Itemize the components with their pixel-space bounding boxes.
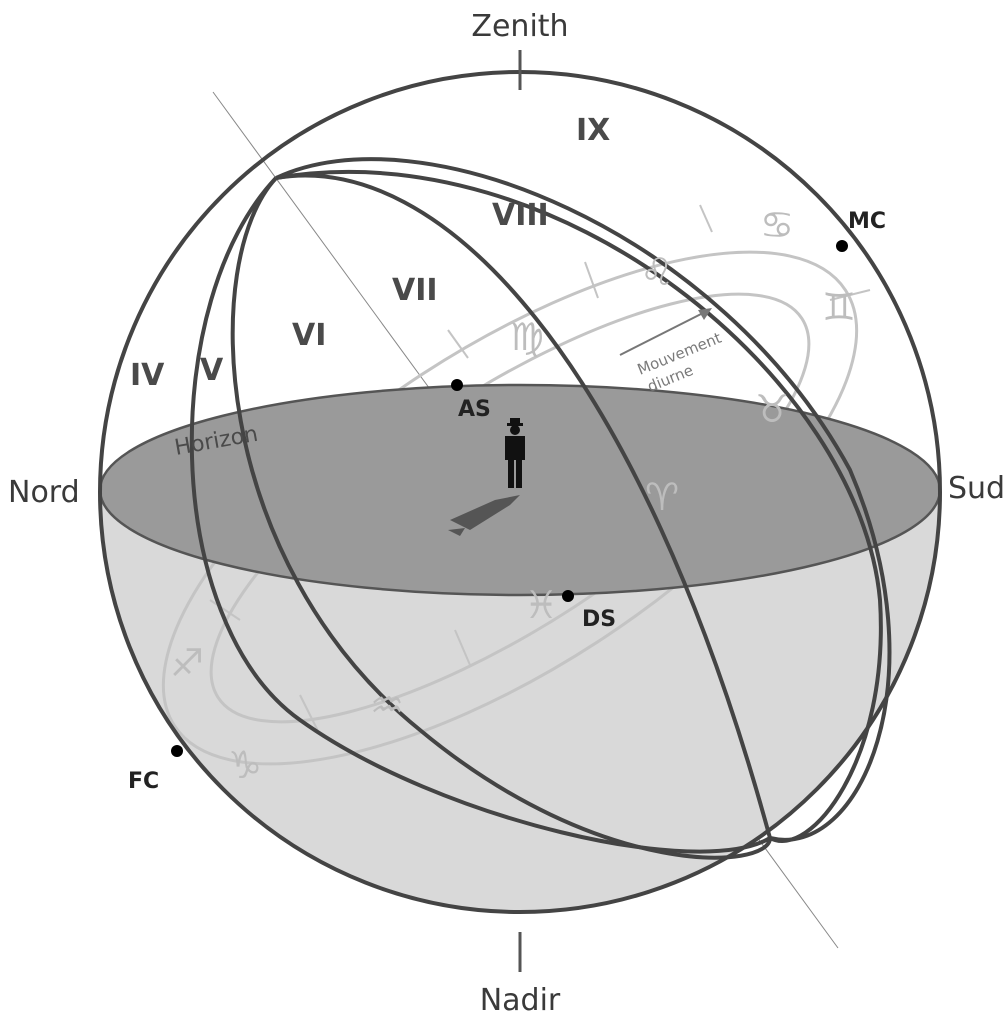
descendant-label: DS — [582, 607, 616, 632]
imum-coeli-point — [171, 745, 183, 757]
angle-points — [171, 240, 848, 757]
aries-sign: ♈ — [645, 475, 679, 519]
zenith-label: Zenith — [471, 9, 568, 44]
house-label-v: V — [200, 353, 224, 388]
pisces-sign: ♓ — [524, 583, 558, 627]
ascendant-label: AS — [458, 397, 491, 422]
house-label-iv: IV — [130, 358, 165, 393]
house-label-ix: IX — [576, 113, 610, 148]
ascendant-point — [451, 379, 463, 391]
cancer-sign: ♋ — [760, 203, 794, 247]
aquarius-sign: ♒ — [370, 683, 404, 727]
sagittarius-sign: ♐ — [170, 641, 204, 685]
imum-coeli-label: FC — [128, 769, 159, 794]
lower-hemisphere — [100, 492, 940, 912]
leo-sign: ♌ — [640, 250, 674, 294]
virgo-sign: ♍ — [510, 315, 544, 359]
nadir-label: Nadir — [480, 983, 561, 1016]
observer-figure — [448, 418, 525, 536]
house-label-vi: VI — [292, 318, 326, 353]
midheaven-point — [836, 240, 848, 252]
gemini-sign: ♊ — [822, 285, 856, 329]
midheaven-label: MC — [848, 209, 886, 234]
capricorn-sign: ♑ — [228, 743, 262, 787]
south-label: Sud — [948, 471, 1005, 506]
taurus-sign: ♉ — [755, 387, 789, 431]
north-label: Nord — [8, 475, 80, 510]
house-label-vii: VII — [392, 273, 438, 308]
diurnal-motion-arrow — [619, 308, 712, 356]
descendant-point — [562, 590, 574, 602]
house-circles — [189, 157, 892, 860]
horizon-plane — [98, 383, 942, 597]
house-label-viii: VIII — [492, 198, 549, 233]
